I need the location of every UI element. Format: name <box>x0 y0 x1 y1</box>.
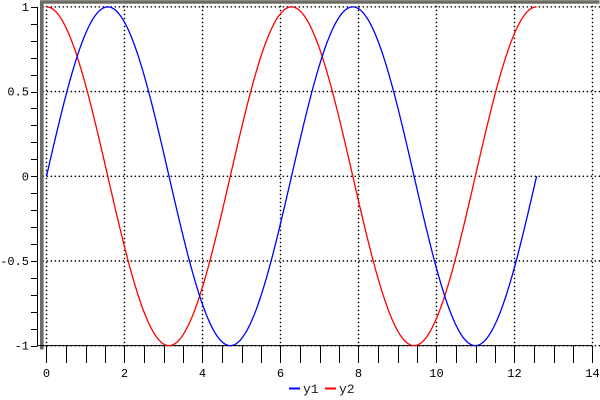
svg-text:-0.5: -0.5 <box>0 255 29 269</box>
svg-text:0: 0 <box>22 170 29 184</box>
svg-text:8: 8 <box>355 367 362 381</box>
svg-text:0.5: 0.5 <box>7 86 29 100</box>
svg-text:y2: y2 <box>339 382 355 397</box>
svg-text:4: 4 <box>199 367 206 381</box>
svg-text:y1: y1 <box>303 382 319 397</box>
svg-text:0: 0 <box>43 367 50 381</box>
svg-text:14: 14 <box>585 367 599 381</box>
svg-text:-1: -1 <box>15 340 29 354</box>
svg-text:6: 6 <box>277 367 284 381</box>
svg-text:1: 1 <box>22 1 29 15</box>
svg-text:12: 12 <box>507 367 521 381</box>
svg-text:2: 2 <box>121 367 128 381</box>
svg-text:10: 10 <box>429 367 443 381</box>
